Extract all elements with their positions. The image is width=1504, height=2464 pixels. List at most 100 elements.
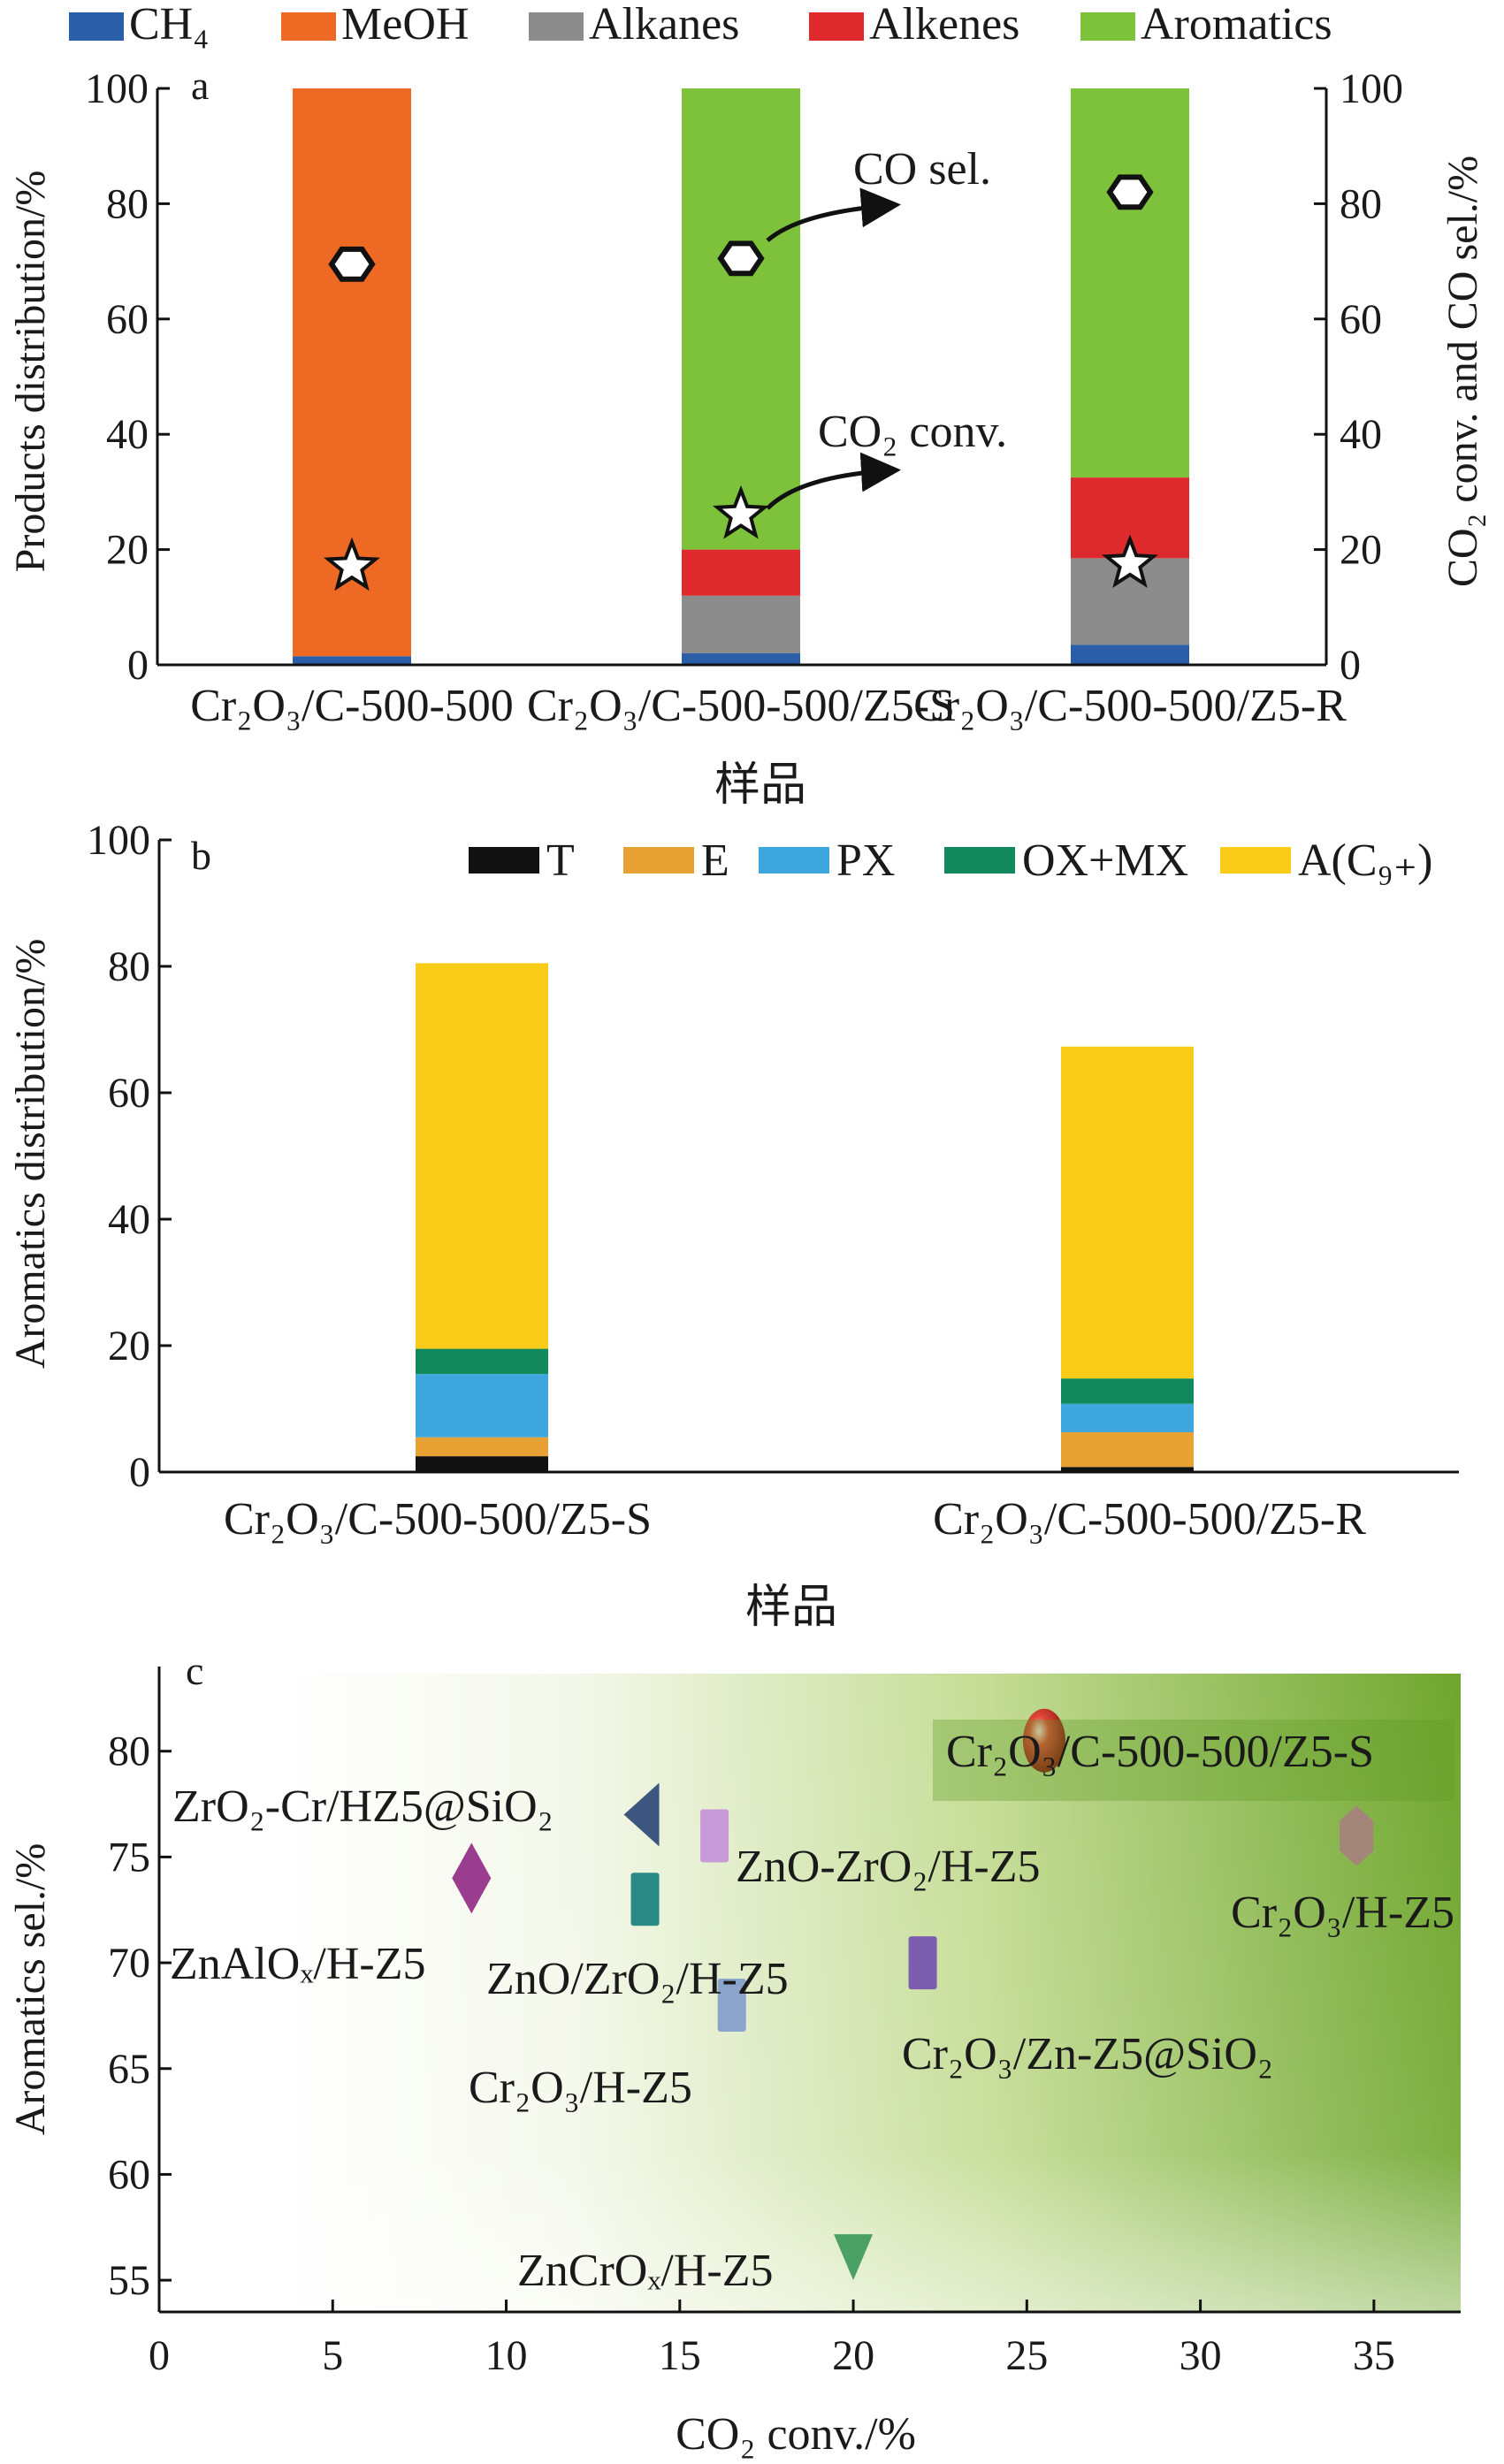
panel-a-y2-tick-label: 80 — [1340, 180, 1382, 227]
bar-aromatics-3 — [1071, 88, 1189, 478]
bar-alkanes-2 — [682, 595, 800, 653]
panel-a-x-tick-labels: Cr₂O₃/C-500-500 Cr₂O₃/C-500-500/Z5-SCr₂O₃… — [190, 681, 1347, 731]
panel-b-letter: b — [191, 833, 211, 878]
legend-label-ch: CH₄ — [129, 0, 209, 50]
panel-a: CH₄ MeOH Alkanes Alkenes Aromatics a 0 20 40 60… — [7, 0, 1486, 811]
point-label-9: ZnCrOₓ/H-Z5 — [517, 2246, 773, 2296]
panel-c-x-tick-label: 15 — [659, 2332, 701, 2379]
bar-alkenes-2 — [682, 549, 800, 596]
panel-a-x-tick-label: Cr₂O₃/C-500-500/Z5-S — [527, 681, 955, 731]
bar-aromatics-2 — [682, 88, 800, 550]
panel-a-x-tick-label: Cr₂O₃/C-500-500/Z5-R — [913, 681, 1347, 731]
co-sel-marker-1 — [328, 246, 376, 282]
panel-c-x-tick-label: 20 — [832, 2332, 874, 2379]
panel-c-points — [452, 1708, 1374, 2281]
point-cr-o-c-500-500-z5-s-1 — [1022, 1708, 1065, 1773]
panel-c: c 55 60 65 70 75 80 0 5 10 15 20 25 30 35 Cr₂O₃/C-50… — [7, 1648, 1461, 2460]
legend-label-alkanes: Alkanes — [589, 0, 739, 50]
panel-b-x-tick-labels: Cr₂O₃/C-500-500/Z5-S Cr₂O₃/C-500-500/Z5-R — [224, 1494, 1366, 1545]
panel-a-y-axis-label: Products distribution/% — [7, 171, 54, 573]
panel-c-y-ticks: 55 60 65 70 75 80 — [108, 1728, 172, 2304]
point-label-8: Cr₂O₃/H-Z5 — [469, 2063, 692, 2113]
point-zncro-h-z5-9 — [834, 2234, 874, 2281]
panel-a-y2-tick-label: 0 — [1340, 642, 1361, 689]
legend-label-meoh: MeOH — [341, 0, 469, 50]
panel-a-y2-tick-label: 20 — [1340, 527, 1382, 574]
legend-label-e: E — [701, 835, 729, 886]
panel-a-y2-tick-label: 60 — [1340, 296, 1382, 343]
point-label-1: Cr₂O₃/C-500-500/Z5-S — [946, 1727, 1374, 1777]
panel-b-y-axis-label: Aromatics distribution/% — [7, 939, 54, 1369]
legend-swatch-a-c — [1220, 847, 1291, 873]
panel-b-y-tick-label: 20 — [108, 1323, 150, 1369]
panel-a-y-tick-label: 20 — [106, 527, 149, 574]
panel-b-bars — [416, 963, 1194, 1472]
point-label-3: ZnO-ZrO₂/H-Z5 — [736, 1842, 1040, 1892]
legend-swatch-alkanes — [529, 12, 584, 41]
bar-ox-mx-2 — [1061, 1378, 1194, 1404]
panel-b-y-tick-label: 0 — [129, 1449, 150, 1496]
panel-c-point-labels: Cr₂O₃/C-500-500/Z5-S ZrO₂-Cr/HZ5@SiO₂ ZnO-… — [170, 1720, 1454, 2296]
panel-c-y-tick-label: 65 — [108, 2046, 150, 2093]
point-zro-cr-hz5-sio-2 — [623, 1782, 660, 1847]
panel-b-y-tick-label: 60 — [108, 1070, 150, 1117]
annotation-co-sel: CO sel. — [853, 144, 991, 195]
legend-label-px: PX — [836, 835, 895, 886]
panel-b-x-axis-label: 样品 — [745, 1583, 837, 1633]
panel-c-y-tick-label: 80 — [108, 1728, 150, 1775]
bar-e-1 — [416, 1437, 548, 1457]
legend-swatch-ch — [69, 12, 124, 41]
legend-label-alkenes: Alkenes — [869, 0, 1019, 50]
panel-c-x-tick-label: 5 — [322, 2332, 343, 2379]
panel-c-letter: c — [186, 1648, 203, 1693]
bar-a-c-1 — [416, 963, 548, 1349]
bar-ox-mx-1 — [416, 1348, 548, 1375]
point-label-4: Cr₂O₃/H-Z5 — [1231, 1888, 1454, 1938]
legend-swatch-ox-mx — [944, 847, 1015, 873]
panel-a-y-tick-label: 60 — [106, 296, 149, 343]
panel-c-y-tick-label: 55 — [108, 2257, 150, 2304]
legend-label-t: T — [546, 835, 575, 886]
panel-c-x-tick-label: 35 — [1353, 2332, 1395, 2379]
point-label-6: ZnO/ZrO₂/H-Z5 — [486, 1954, 789, 2004]
panel-a-y2-axis-label: CO₂ conv. and CO sel./% — [1439, 156, 1486, 587]
panel-a-y2-tick-label: 40 — [1340, 411, 1382, 458]
legend-label-a-c: A(C₉₊) — [1298, 835, 1432, 886]
bar-px-2 — [1061, 1403, 1194, 1432]
point-cr-o-h-z5-8 — [717, 1978, 746, 2032]
panel-a-markers — [324, 174, 1158, 591]
point-zno-zro-h-z5-6 — [630, 1873, 660, 1926]
bar-t-2 — [1061, 1467, 1194, 1472]
point-label-2: ZrO₂-Cr/HZ5@SiO₂ — [172, 1781, 554, 1832]
panel-b-y-tick-label: 80 — [108, 943, 150, 990]
panel-a-x-axis-label: 样品 — [714, 760, 806, 811]
panel-b-y-tick-label: 40 — [108, 1196, 150, 1243]
panel-a-y2-tick-label: 100 — [1340, 65, 1403, 112]
panel-c-x-axis-label: CO₂ conv./% — [676, 2409, 916, 2460]
legend-swatch-alkenes — [809, 12, 864, 41]
panel-a-y2-ticks: 0 20 40 60 80 100 — [1314, 65, 1403, 689]
co-sel-marker-2 — [717, 240, 765, 277]
point-zno-zro-h-z5-3 — [700, 1809, 729, 1863]
panel-c-background-fade — [279, 1674, 1461, 2312]
point-label-7: Cr₂O₃/Zn-Z5@SiO₂ — [902, 2029, 1273, 2079]
panel-c-x-tick-label: 0 — [149, 2332, 170, 2379]
panel-a-x-tick-label: Cr₂O₃/C-500-500 — [190, 681, 514, 731]
bar-px-1 — [416, 1374, 548, 1438]
legend-swatch-meoh — [281, 12, 336, 41]
panel-a-y-tick-label: 80 — [106, 180, 149, 227]
point-label-5: ZnAlOₓ/H-Z5 — [170, 1939, 425, 1989]
panel-a-y-tick-label: 100 — [85, 65, 149, 112]
point-cr-o-h-z5-4 — [1340, 1805, 1374, 1866]
bar-a-c-2 — [1061, 1046, 1194, 1379]
bar-ch-1 — [293, 656, 411, 665]
panel-b-x-tick-label: Cr₂O₃/C-500-500/Z5-S — [224, 1494, 652, 1545]
panel-c-y-tick-label: 75 — [108, 1834, 150, 1880]
bar-e-2 — [1061, 1431, 1194, 1468]
legend-swatch-aromatics — [1080, 12, 1135, 41]
panel-b-legend: T E PX OX+MX A(C₉₊) — [469, 835, 1432, 886]
panel-b-x-tick-label: Cr₂O₃/C-500-500/Z5-R — [933, 1494, 1366, 1545]
co-sel-marker-3 — [1106, 174, 1154, 210]
legend-swatch-px — [759, 847, 829, 873]
panel-c-x-ticks: 0 5 10 15 20 25 30 35 — [149, 2300, 1395, 2379]
